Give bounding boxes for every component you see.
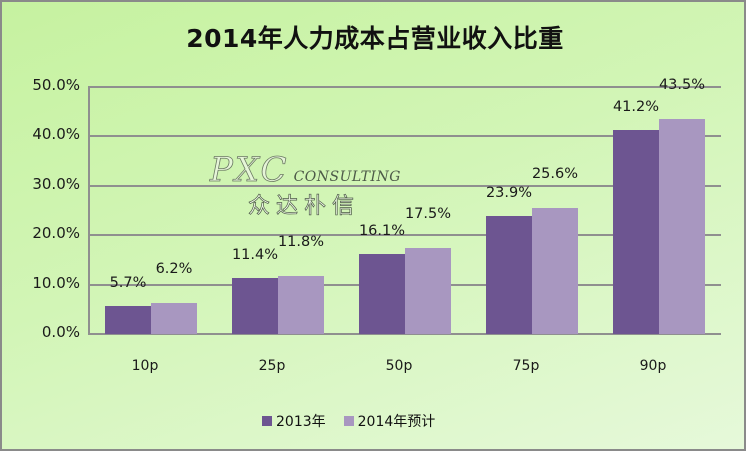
legend-label: 2013年 bbox=[276, 414, 326, 430]
data-label: 11.8% bbox=[277, 233, 325, 250]
data-label: 23.9% bbox=[485, 184, 533, 201]
gridline bbox=[88, 333, 721, 335]
data-label: 6.2% bbox=[155, 261, 193, 278]
bar-50p-series-0 bbox=[359, 254, 405, 334]
chart-title: 2014年人力成本占营业收入比重 bbox=[186, 24, 564, 53]
data-label: 25.6% bbox=[531, 165, 579, 182]
gridline bbox=[88, 86, 721, 88]
bar-25p-series-0 bbox=[232, 277, 278, 334]
x-tick-label: 10p bbox=[131, 358, 159, 374]
data-label: 11.4% bbox=[231, 246, 279, 263]
x-tick-label: 90p bbox=[639, 358, 667, 374]
gridline bbox=[88, 135, 721, 138]
legend-swatch-icon bbox=[343, 416, 354, 426]
data-label: 17.5% bbox=[404, 205, 452, 222]
bar-10p-series-0 bbox=[105, 305, 151, 334]
y-axis-line bbox=[88, 87, 90, 335]
y-tick-label: 10.0% bbox=[32, 273, 80, 292]
data-label: 5.7% bbox=[109, 274, 147, 291]
bar-25p-series-1 bbox=[278, 275, 324, 334]
bar-90p-series-1 bbox=[659, 119, 705, 334]
bar-90p-series-0 bbox=[613, 130, 659, 334]
y-tick-label: 50.0% bbox=[32, 76, 80, 94]
y-tick-label: 30.0% bbox=[32, 174, 80, 193]
x-tick-label: 25p bbox=[258, 358, 286, 374]
gridline bbox=[88, 234, 721, 237]
x-tick-label: 75p bbox=[512, 358, 540, 374]
legend-label: 2014年预计 bbox=[357, 414, 436, 430]
y-tick-label: 40.0% bbox=[32, 125, 80, 144]
data-label: 41.2% bbox=[612, 99, 660, 116]
bar-10p-series-1 bbox=[151, 303, 197, 334]
y-tick-label: 0.0% bbox=[41, 323, 80, 341]
plot-area bbox=[88, 86, 721, 335]
data-label: 43.5% bbox=[658, 77, 706, 94]
bar-75p-series-1 bbox=[532, 207, 578, 334]
legend: 2013年 2014年预计 bbox=[262, 411, 453, 431]
data-label: 16.1% bbox=[358, 223, 406, 240]
legend-swatch-icon bbox=[262, 416, 272, 426]
bar-50p-series-1 bbox=[405, 247, 451, 334]
gridline bbox=[88, 184, 721, 187]
legend-item: 2014年预计 bbox=[343, 411, 436, 431]
bar-75p-series-0 bbox=[486, 215, 532, 334]
y-tick-label: 20.0% bbox=[32, 224, 80, 243]
legend-item: 2013年 bbox=[262, 411, 326, 431]
x-tick-label: 50p bbox=[385, 358, 413, 374]
